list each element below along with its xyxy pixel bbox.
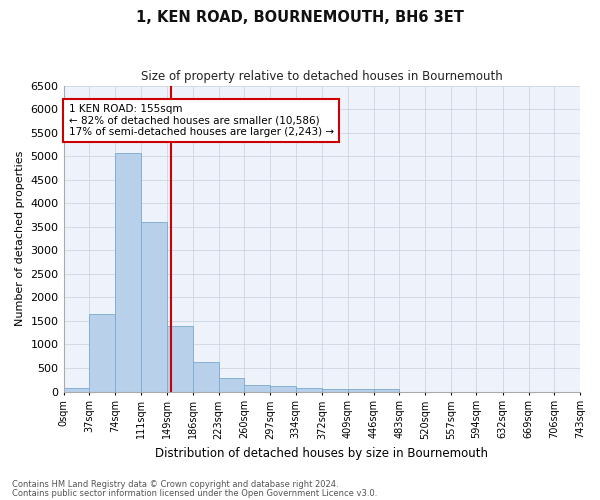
Bar [89,314,115,392]
Bar [218,378,244,392]
Bar [115,154,140,392]
Bar [270,386,296,392]
Y-axis label: Number of detached properties: Number of detached properties [15,151,25,326]
Bar [64,388,89,392]
Text: Contains HM Land Registry data © Crown copyright and database right 2024.: Contains HM Land Registry data © Crown c… [12,480,338,489]
Title: Size of property relative to detached houses in Bournemouth: Size of property relative to detached ho… [141,70,503,83]
Bar [193,362,218,392]
Bar [322,388,348,392]
Bar [348,389,374,392]
Bar [374,389,399,392]
Bar [244,384,270,392]
Text: Contains public sector information licensed under the Open Government Licence v3: Contains public sector information licen… [12,488,377,498]
Bar [140,222,167,392]
X-axis label: Distribution of detached houses by size in Bournemouth: Distribution of detached houses by size … [155,447,488,460]
Text: 1 KEN ROAD: 155sqm
← 82% of detached houses are smaller (10,586)
17% of semi-det: 1 KEN ROAD: 155sqm ← 82% of detached hou… [69,104,334,137]
Text: 1, KEN ROAD, BOURNEMOUTH, BH6 3ET: 1, KEN ROAD, BOURNEMOUTH, BH6 3ET [136,10,464,25]
Bar [296,388,322,392]
Bar [167,326,193,392]
